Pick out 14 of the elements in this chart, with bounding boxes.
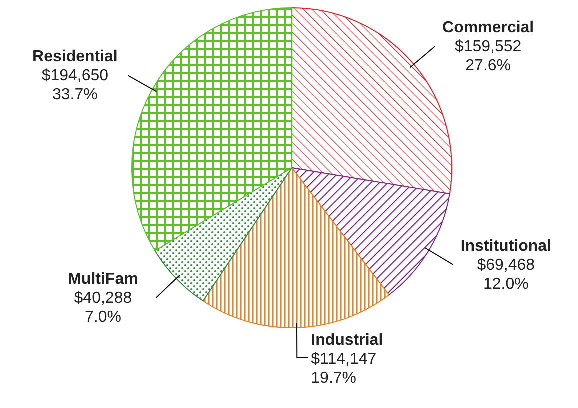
pie-slice (132, 8, 292, 252)
pie-slice (202, 168, 390, 328)
data-label: $194,650 33.7% (42, 68, 109, 104)
pie-slice (292, 168, 450, 296)
data-label: $69,468 12.0% (477, 256, 536, 293)
slice-label: Commercial (442, 19, 534, 36)
data-label: $114,147 19.7% (311, 351, 377, 387)
pie-slice (154, 168, 292, 302)
slice-label: Residential (32, 48, 118, 66)
data-label: $40,288 7.0% (74, 290, 132, 326)
data-label: $159,552 27.6% (454, 38, 522, 74)
slice-label: Industrial (311, 332, 384, 349)
slice-label: MultiFam (68, 271, 138, 288)
slice-label: Institutional (460, 238, 552, 255)
